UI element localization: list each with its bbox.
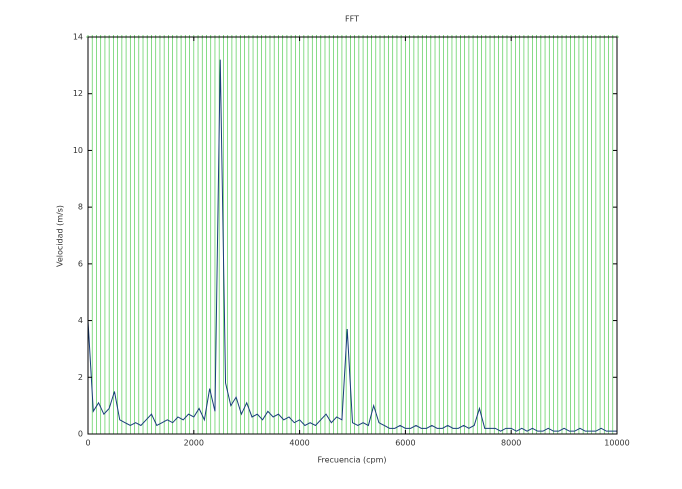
y-tick-label: 8 [78,203,83,212]
y-tick-label: 6 [78,259,83,268]
x-tick-label: 6000 [395,439,415,448]
y-tick-label: 4 [78,316,83,325]
y-tick-label: 10 [73,146,83,155]
y-tick-label: 2 [78,373,83,382]
y-tick-label: 12 [73,89,83,98]
x-tick-label: 2000 [184,439,204,448]
x-tick-label: 0 [85,439,90,448]
y-tick-label: 14 [73,33,83,42]
y-tick-label: 0 [78,430,83,439]
y-axis-label: Velocidad (m/s) [56,205,65,267]
x-tick-label: 8000 [501,439,521,448]
plot-frame [87,36,618,435]
x-tick-label: 10000 [604,439,629,448]
fft-line [87,59,617,432]
x-axis-label: Frecuencia (cpm) [317,456,386,465]
x-tick-label: 4000 [289,439,309,448]
chart-title: FFT [345,15,359,24]
